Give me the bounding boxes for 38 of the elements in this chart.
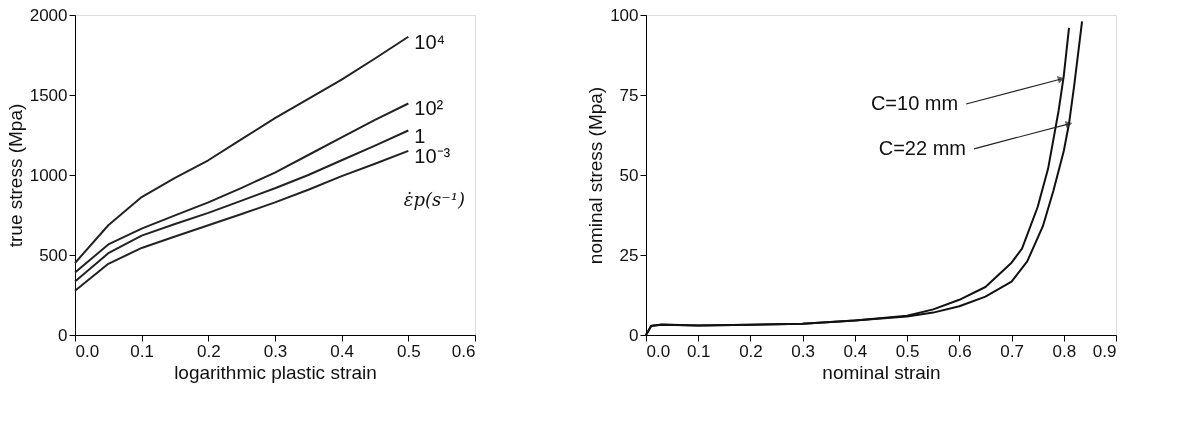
y-tick-label: 100 xyxy=(610,5,639,25)
series-label: 1 xyxy=(414,124,426,147)
annotation: ε̇p(s⁻¹) xyxy=(403,188,465,210)
y-tick-label: 50 xyxy=(619,165,639,185)
y-axis-title: true stress (Mpa) xyxy=(4,103,26,248)
x-tick-label: 0.7 xyxy=(1000,341,1024,361)
x-tick-label: 0.8 xyxy=(1052,341,1077,361)
y-tick-label: 0 xyxy=(58,325,68,345)
x-tick-label: 0.2 xyxy=(197,341,221,361)
x-tick-label: 0.4 xyxy=(330,341,354,361)
x-tick-label: 0.5 xyxy=(895,341,920,361)
y-tick-label: 2000 xyxy=(29,5,68,25)
x-tick-label: 0.0 xyxy=(75,341,100,361)
x-tick-label: 0.9 xyxy=(1092,341,1117,361)
y-tick-label: 500 xyxy=(39,245,68,265)
series-label: 10² xyxy=(414,97,444,120)
x-axis-title: logarithmic plastic strain xyxy=(174,361,377,383)
x-tick-label: 0.6 xyxy=(451,341,476,361)
x-tick-label: 0.3 xyxy=(263,341,288,361)
y-axis-title: nominal stress (Mpa) xyxy=(585,86,607,265)
x-tick-label: 0.1 xyxy=(686,341,711,361)
annotation: C=22 mm xyxy=(878,136,966,159)
y-tick-label: 1000 xyxy=(29,165,68,185)
y-tick-label: 25 xyxy=(619,245,639,265)
x-tick-label: 0.4 xyxy=(843,341,868,361)
series-label: 10⁴ xyxy=(414,30,446,53)
x-tick-label: 0.3 xyxy=(791,341,815,361)
x-tick-label: 0.2 xyxy=(739,341,763,361)
x-tick-label: 0.6 xyxy=(948,341,972,361)
x-axis-title: nominal strain xyxy=(822,361,941,383)
y-tick-label: 0 xyxy=(629,325,639,345)
series-label: 10⁻³ xyxy=(414,144,451,167)
y-tick-label: 1500 xyxy=(29,85,68,105)
x-tick-label: 0.0 xyxy=(646,341,671,361)
annotation: C=10 mm xyxy=(870,92,959,114)
x-tick-label: 0.1 xyxy=(130,341,154,361)
y-tick-label: 75 xyxy=(619,85,639,105)
x-tick-label: 0.5 xyxy=(397,341,421,361)
